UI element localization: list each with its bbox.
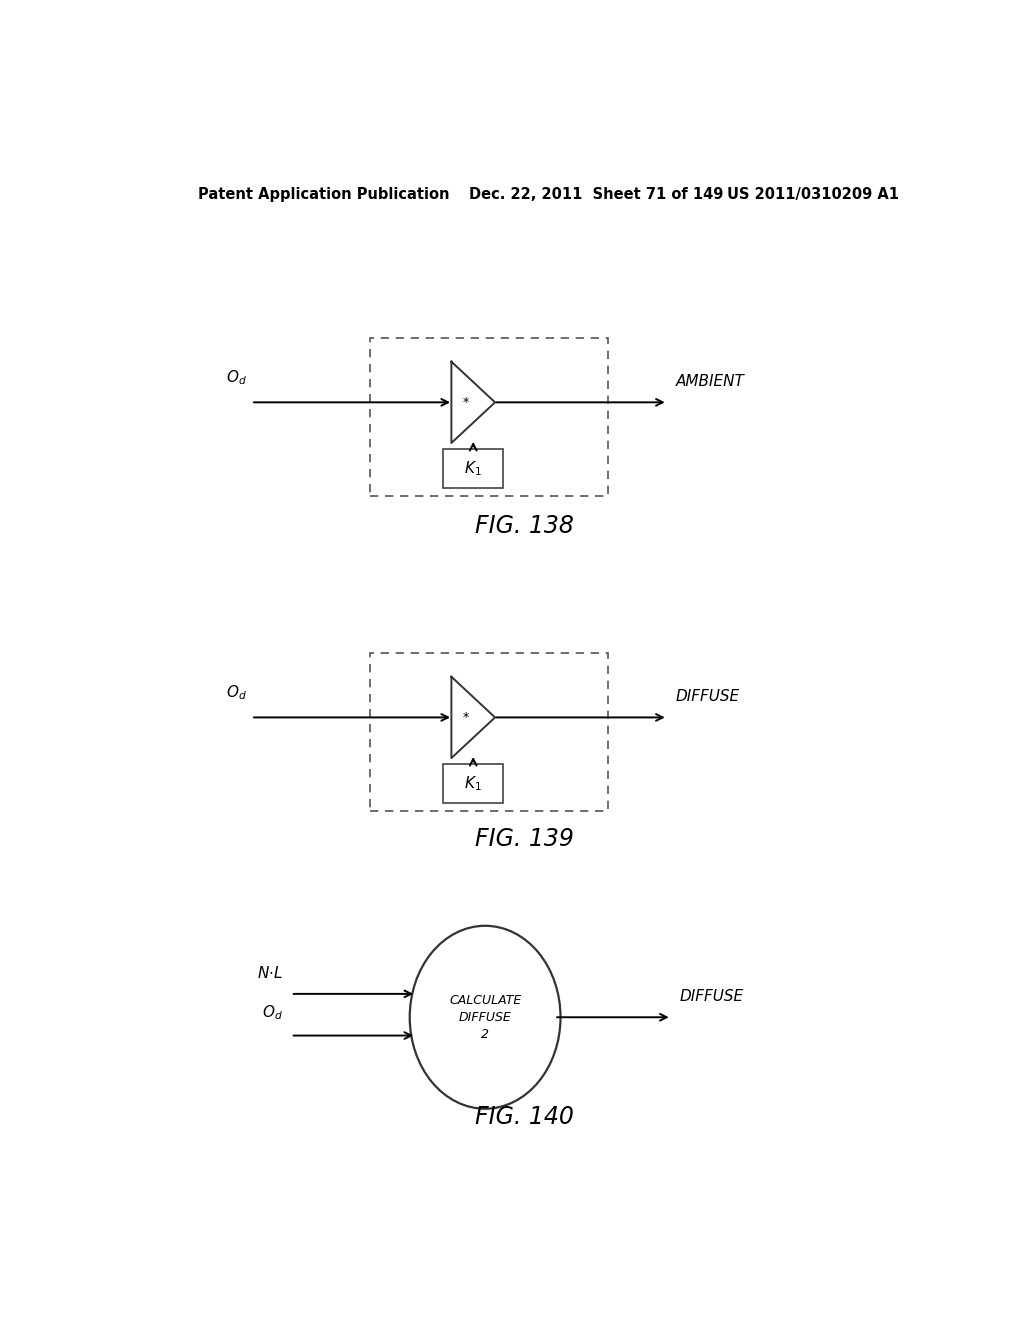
Ellipse shape [410,925,560,1109]
Text: $O_d$: $O_d$ [226,684,247,702]
Text: *: * [462,711,469,723]
Bar [370,338,608,496]
Text: FIG. 139: FIG. 139 [475,828,574,851]
Text: US 2011/0310209 A1: US 2011/0310209 A1 [727,187,899,202]
Text: FIG. 138: FIG. 138 [475,515,574,539]
Text: AMBIENT: AMBIENT [676,374,744,389]
Text: DIFFUSE: DIFFUSE [676,689,739,704]
Text: DIFFUSE: DIFFUSE [680,989,743,1005]
Text: Patent Application Publication: Patent Application Publication [198,187,450,202]
Text: CALCULATE
DIFFUSE
2: CALCULATE DIFFUSE 2 [449,994,521,1040]
Text: $N{\cdot}L$: $N{\cdot}L$ [257,965,283,981]
Text: $O_d$: $O_d$ [226,368,247,387]
Bar [443,764,503,803]
Text: *: * [462,396,469,409]
Text: $K_1$: $K_1$ [464,774,482,793]
Text: FIG. 140: FIG. 140 [475,1105,574,1129]
Bar [443,449,503,487]
Text: $K_1$: $K_1$ [464,459,482,478]
Text: $O_d$: $O_d$ [262,1003,283,1022]
Bar [370,653,608,810]
Text: Dec. 22, 2011  Sheet 71 of 149: Dec. 22, 2011 Sheet 71 of 149 [469,187,724,202]
